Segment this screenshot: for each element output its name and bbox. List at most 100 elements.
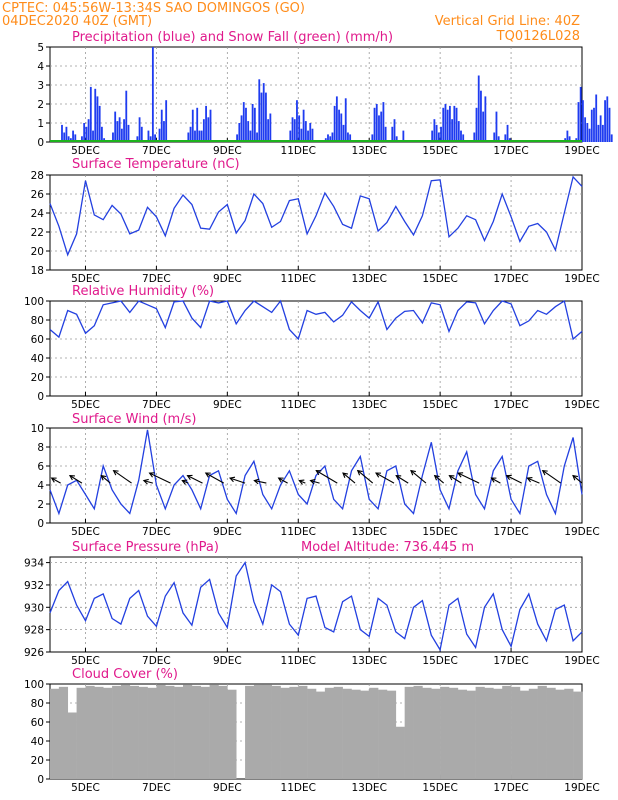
precip-bar xyxy=(151,47,154,142)
precip-bar xyxy=(236,134,239,142)
humidity-title: Relative Humidity (%) xyxy=(72,284,214,299)
cloud-bar xyxy=(324,687,335,779)
precip-bar xyxy=(331,132,334,142)
pressure-title: Surface Pressure (hPa) xyxy=(72,540,219,555)
x-tick-label: 17DEC xyxy=(493,399,528,411)
x-tick-label: 13DEC xyxy=(351,273,386,285)
wind-vector-arrow xyxy=(395,474,409,484)
cloud-bar xyxy=(351,689,361,779)
x-tick-label: 11DEC xyxy=(281,399,316,411)
wind-arrow-shaft xyxy=(187,475,203,484)
x-tick-label: 11DEC xyxy=(281,526,316,538)
wind-arrow-head xyxy=(315,470,322,476)
precip-bar xyxy=(65,126,68,142)
precip-bar xyxy=(83,123,86,142)
y-tick-label: 5 xyxy=(37,42,44,54)
wind-arrow-shaft xyxy=(449,475,462,484)
precip-bar xyxy=(202,119,205,142)
precip-bar xyxy=(371,134,374,142)
y-tick-label: 930 xyxy=(24,602,44,614)
precip-bar xyxy=(477,75,480,142)
precip-bar xyxy=(462,134,465,142)
x-tick-label: 19DEC xyxy=(564,273,599,285)
precip-bar xyxy=(597,124,600,142)
cloud-bar xyxy=(360,690,370,779)
wind-vector-arrow xyxy=(253,478,267,485)
wind-title: Surface Wind (m/s) xyxy=(72,412,196,427)
wind-arrow-head xyxy=(572,474,579,481)
cloud-bar xyxy=(511,686,521,779)
x-tick-label: 5DEC xyxy=(71,782,100,794)
wind-arrow-head xyxy=(490,477,497,483)
cloud-bar xyxy=(209,684,219,779)
x-tick-label: 5DEC xyxy=(71,526,100,538)
precip-bar xyxy=(431,130,434,142)
wind-arrow-shaft xyxy=(506,475,522,484)
wind-vector-arrow xyxy=(228,476,246,484)
precip-bar xyxy=(384,126,387,142)
cloud-bar xyxy=(440,686,450,779)
pressure-frame xyxy=(49,556,583,653)
precip-bar xyxy=(81,136,83,142)
wind-arrow-shaft xyxy=(395,475,409,484)
precip-bar xyxy=(120,128,123,142)
wind-arrow-head xyxy=(410,469,416,476)
precip-bar xyxy=(460,130,462,142)
precip-bar xyxy=(329,136,332,142)
precip-bar xyxy=(302,109,305,142)
y-tick-label: 928 xyxy=(24,625,44,637)
precip-bar xyxy=(154,134,156,142)
precip-bar xyxy=(265,92,267,142)
y-tick-label: 0 xyxy=(37,137,44,149)
wind-vector-arrow xyxy=(572,474,583,484)
x-tick-label: 11DEC xyxy=(281,273,316,285)
precip-bar xyxy=(194,130,196,142)
cloud-bar xyxy=(546,687,556,779)
x-tick-label: 13DEC xyxy=(351,782,386,794)
precip-bar xyxy=(205,105,207,142)
x-tick-label: 11DEC xyxy=(281,782,316,794)
precip-bar xyxy=(160,109,163,142)
precip-bar xyxy=(568,136,571,142)
cloud-bar xyxy=(502,685,512,779)
precip-bar xyxy=(98,105,101,142)
x-tick-label: 19DEC xyxy=(564,399,599,411)
wind-panel: Surface Wind (m/s) 0 2 4 6 8 10 5DEC 7DEC 9DEC 11… xyxy=(31,412,600,538)
cloud-panel: Cloud Cover (%) 0 20 40 60 80 100 5DEC 7DEC 9DEC… xyxy=(24,667,600,794)
cloud-bar xyxy=(475,686,485,779)
x-tick-label: 7DEC xyxy=(142,145,171,157)
precip-bar xyxy=(209,109,212,142)
cloud-bar xyxy=(449,687,459,779)
precip-bar xyxy=(191,109,194,142)
cloud-bar xyxy=(94,686,104,779)
x-tick-label: 7DEC xyxy=(142,399,171,411)
precip-bar xyxy=(311,128,314,142)
cloud-bar xyxy=(528,688,538,779)
wind-vector-arrow xyxy=(309,478,320,485)
precip-bar xyxy=(140,126,143,142)
precip-bar xyxy=(606,96,609,142)
precip-bar xyxy=(249,130,252,142)
wind-vector-arrow xyxy=(100,474,111,484)
cloud-bar xyxy=(298,685,308,779)
y-tick-label: 932 xyxy=(24,580,44,592)
precip-bar xyxy=(437,132,440,142)
precip-bar xyxy=(61,124,63,142)
precip-bar xyxy=(347,132,349,142)
precip-bar xyxy=(380,111,383,142)
precip-bar xyxy=(375,104,378,142)
precip-bar xyxy=(258,79,261,142)
y-tick-label: 18 xyxy=(31,265,44,277)
cloud-bar xyxy=(76,687,86,779)
cloud-bar xyxy=(227,689,237,779)
cloud-bar xyxy=(413,685,423,779)
cloud-bar xyxy=(573,691,583,779)
precip-bar xyxy=(442,107,445,142)
precip-bar xyxy=(484,96,487,142)
wind-arrow-shaft xyxy=(278,477,288,484)
precip-frame xyxy=(49,46,583,143)
temperature-panel: Surface Temperature (nC) 18 20 22 24 26 28 5DE… xyxy=(31,157,600,285)
y-tick-label: 80 xyxy=(31,315,44,327)
cloud-bar xyxy=(537,685,547,779)
precip-bar xyxy=(333,105,336,142)
